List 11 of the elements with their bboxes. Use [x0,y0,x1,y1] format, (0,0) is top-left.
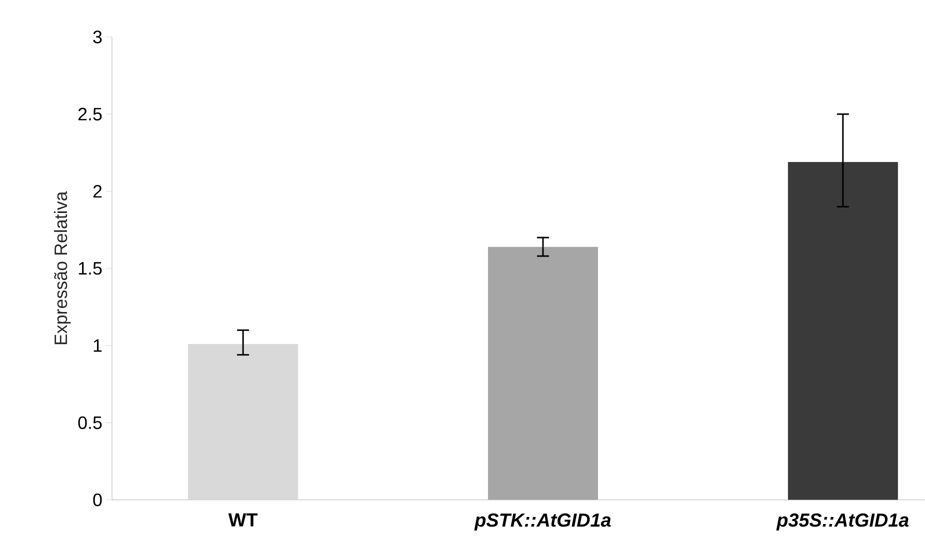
x-tick-label: pSTK::AtGID1a [474,513,611,531]
y-tick-label: 1 [94,339,102,352]
y-tick-label: 3 [93,30,102,44]
y-tick-label: 0 [93,494,102,506]
y-tick-label: 2.5 [78,108,102,121]
y-tick-label: 1.5 [78,262,102,275]
x-tick-label: p35S::AtGID1a [776,513,909,531]
y-tick-label: 2 [93,185,102,198]
x-tick-label: WT [228,513,258,526]
y-tick-label: 0.5 [78,416,102,430]
y-axis-title: Expressão Relativa [54,191,71,344]
